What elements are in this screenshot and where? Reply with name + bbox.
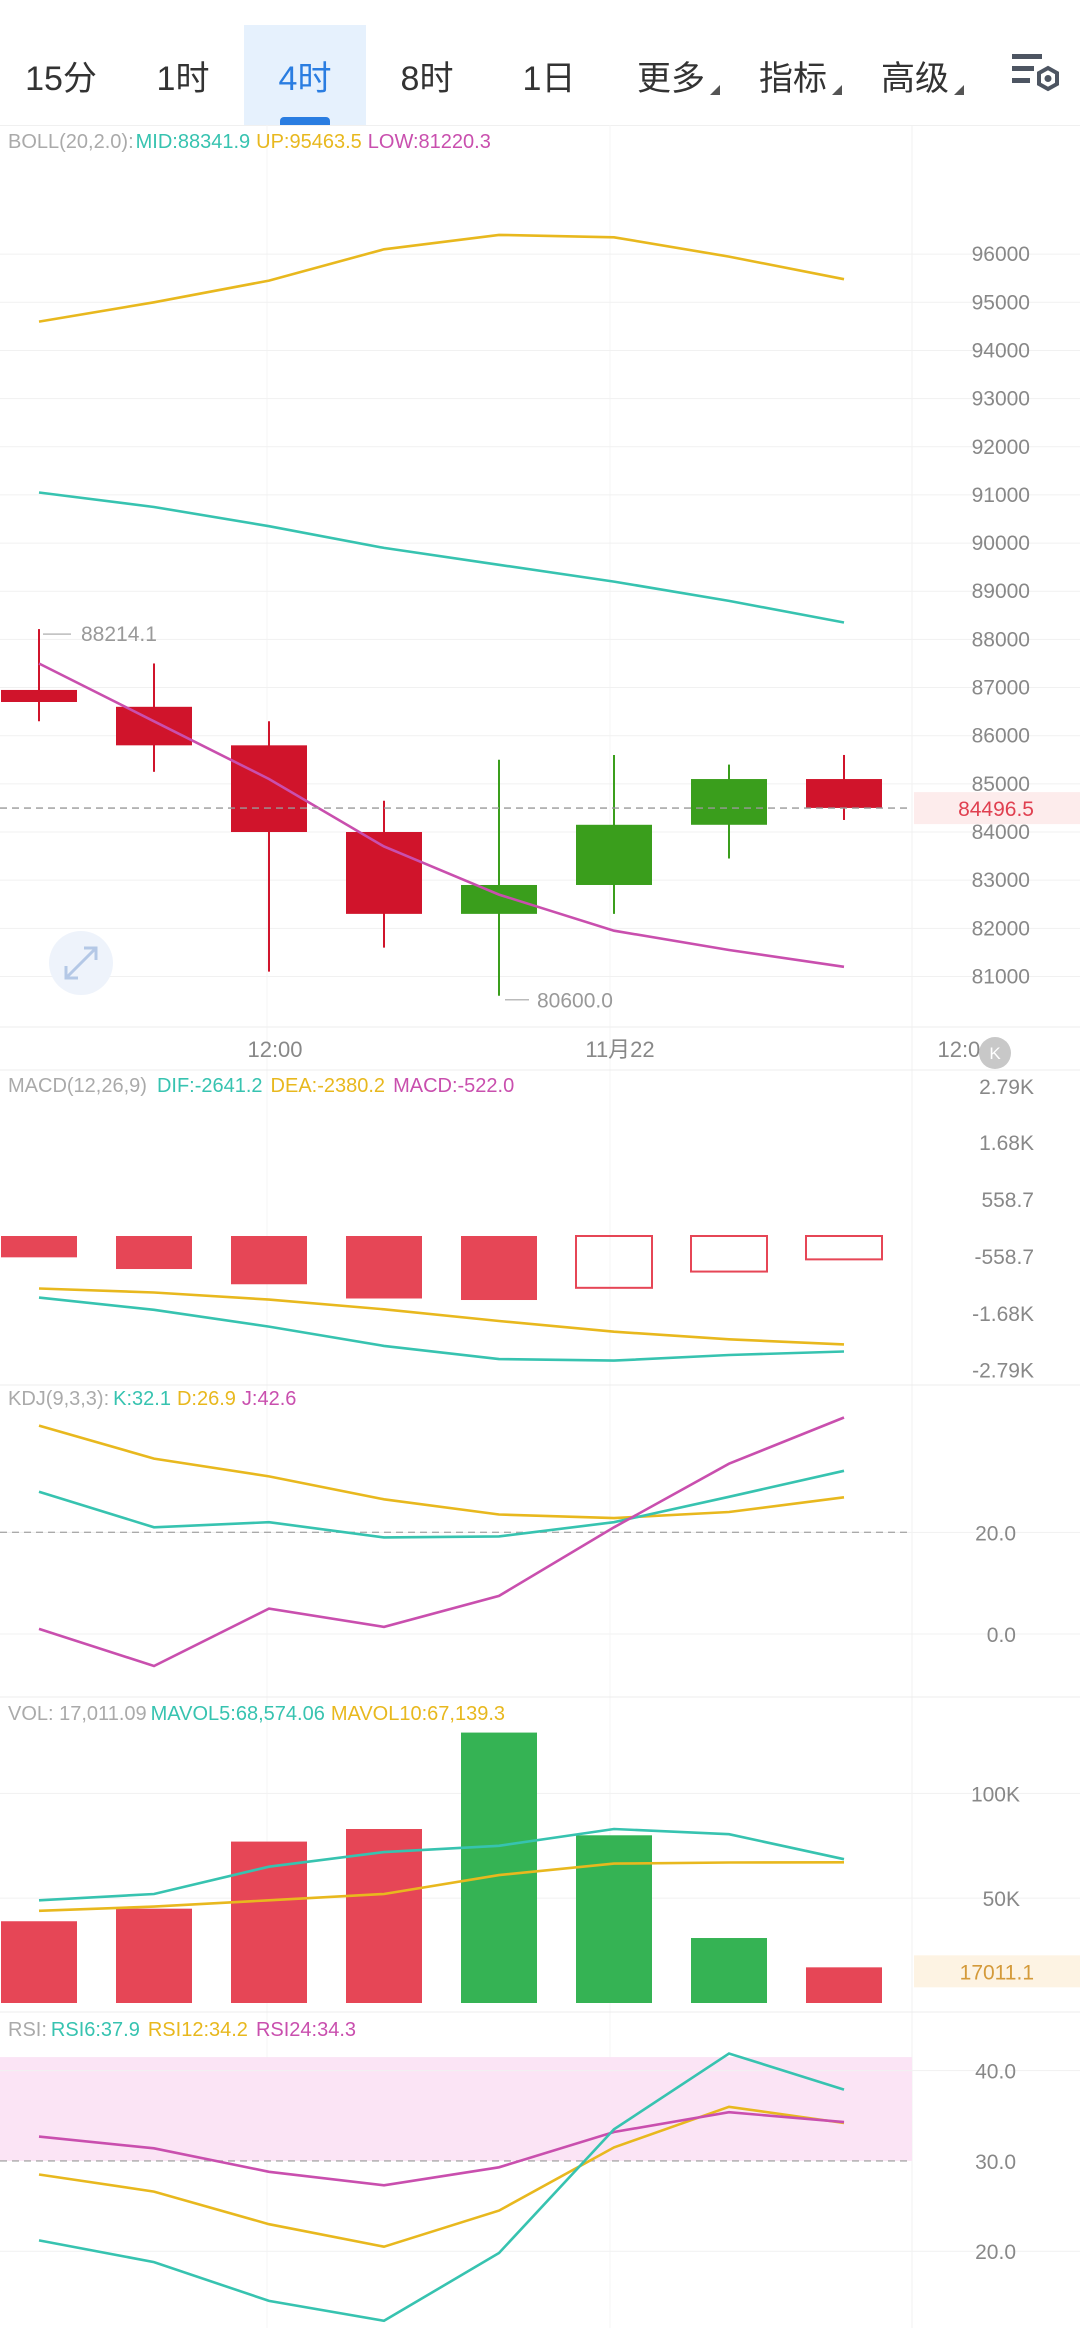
active-tab-indicator — [280, 117, 330, 125]
price-axis-tick: 84000 — [972, 821, 1030, 844]
price-axis-tick: 85000 — [972, 773, 1030, 796]
volume-bar — [576, 1835, 652, 2003]
corner-badge-label: K — [989, 1044, 1001, 1063]
panel-legend: RSI: RSI6:37.9 RSI12:34.2 RSI24:34.3 — [8, 2019, 356, 2041]
macd-axis-tick: -1.68K — [972, 1303, 1034, 1326]
price-axis-tick: 89000 — [972, 580, 1030, 603]
macd-histogram-bar — [1, 1236, 77, 1258]
price-axis-tick: 92000 — [972, 436, 1030, 459]
volume-bar — [346, 1829, 422, 2003]
timeframe-tabs: 15分 1时 4时 8时 1日 更多 指标 高级 — [0, 0, 1080, 126]
mavol10-line — [38, 1861, 845, 1913]
kdj-axis-tick: 0.0 — [987, 1624, 1016, 1647]
price-axis-tick: 94000 — [972, 339, 1030, 362]
macd-histogram-bar — [575, 1235, 653, 1289]
price-axis-tick: 87000 — [972, 677, 1030, 700]
price-axis-tick: 88000 — [972, 628, 1030, 651]
macd-histogram-bar — [805, 1235, 883, 1261]
kdj-j-line — [38, 1416, 845, 1668]
rsi-axis-tick: 40.0 — [975, 2061, 1016, 2084]
rsi24-line — [38, 2110, 845, 2187]
high-price-label: 88214.1 — [81, 623, 157, 646]
price-axis-tick: 91000 — [972, 484, 1030, 507]
time-axis-tick: 11月22 — [585, 1037, 654, 1062]
candle-body — [116, 706, 192, 746]
tab-1[interactable]: 1时 — [156, 59, 210, 98]
volume-bar — [691, 1938, 767, 2003]
panel-legend: BOLL(20,2.0): MID:88341.9 UP:95463.5 LOW:81… — [8, 131, 491, 153]
tab-2[interactable]: 4时 — [244, 25, 366, 125]
candle-body — [1, 689, 77, 702]
price-axis-tick: 93000 — [972, 388, 1030, 411]
dropdown-caret-icon — [954, 85, 964, 95]
macd-histogram-bar — [461, 1236, 537, 1301]
low-price-label: 80600.0 — [537, 990, 613, 1013]
boll-mid-line — [38, 491, 845, 624]
panel-legend: VOL: 17,011.09 MAVOL5:68,574.06 MAVOL10:67… — [8, 1703, 505, 1725]
expand-arrows — [64, 946, 98, 980]
price-axis-tick: 81000 — [972, 965, 1030, 988]
rsi-overbought-band — [0, 2057, 912, 2161]
tab-6[interactable]: 指标 — [732, 25, 854, 125]
macd-axis-tick: 558.7 — [981, 1189, 1034, 1212]
dif-line — [38, 1296, 845, 1362]
volume-bar — [461, 1732, 537, 2003]
rsi-axis-tick: 20.0 — [975, 2241, 1016, 2264]
rsi-axis-tick: 30.0 — [975, 2151, 1016, 2174]
last-price-label: 84496.5 — [958, 798, 1034, 821]
volume-bar — [806, 1967, 882, 2003]
price-axis-tick: 83000 — [972, 869, 1030, 892]
panel-legend: MACD(12,26,9) DIF:-2641.2 DEA:-2380.2 MACD:… — [8, 1075, 514, 1097]
panel-legend: KDJ(9,3,3): K:32.1 D:26.9 J:42.6 — [8, 1388, 296, 1410]
dea-line — [38, 1287, 845, 1346]
candle-body — [461, 884, 537, 914]
dropdown-caret-icon — [710, 85, 720, 95]
price-axis-tick: 82000 — [972, 917, 1030, 940]
volume-axis-tick: 50K — [983, 1888, 1020, 1911]
tab-0[interactable]: 15分 — [25, 59, 97, 98]
macd-histogram-bar — [231, 1236, 307, 1285]
price-axis-tick: 90000 — [972, 532, 1030, 555]
last-volume-tag — [914, 1955, 1080, 1988]
kdj-d-line — [38, 1424, 845, 1520]
volume-bar — [1, 1921, 77, 2003]
volume-bar — [116, 1908, 192, 2003]
tab-7[interactable]: 高级 — [854, 25, 976, 125]
tab-3[interactable]: 8时 — [400, 59, 454, 98]
kdj-axis-tick: 20.0 — [975, 1522, 1016, 1545]
expand-arrows-icon — [49, 931, 113, 995]
rsi6-line — [38, 2052, 845, 2323]
volume-axis-tick: 100K — [971, 1783, 1020, 1806]
candle-body — [346, 832, 422, 914]
kline-chart[interactable]: 96000 95000 94000 93000 92000 91000 90000 89000… — [0, 125, 1080, 2328]
boll-lower-line — [38, 662, 845, 969]
tab-5[interactable]: 更多 — [610, 25, 732, 125]
candle-body — [691, 779, 767, 825]
candle-body — [231, 745, 307, 833]
price-axis-tick: 86000 — [972, 725, 1030, 748]
macd-axis-tick: 2.79K — [979, 1076, 1034, 1099]
macd-axis-tick: 1.68K — [979, 1132, 1034, 1155]
macd-axis-tick: -558.7 — [974, 1246, 1034, 1269]
boll-upper-line — [38, 233, 845, 323]
rsi12-line — [38, 2105, 845, 2249]
macd-axis-tick: -2.79K — [972, 1359, 1034, 1382]
price-axis-tick: 95000 — [972, 291, 1030, 314]
price-axis-tick: 96000 — [972, 243, 1030, 266]
candle-body — [806, 779, 882, 808]
macd-histogram-bar — [346, 1236, 422, 1299]
time-axis-tick: 12:00 — [247, 1037, 302, 1062]
chart-settings-icon[interactable] — [1010, 48, 1062, 96]
kdj-k-line — [38, 1469, 845, 1539]
dropdown-caret-icon — [832, 85, 842, 95]
macd-histogram-bar — [690, 1235, 768, 1273]
tab-4[interactable]: 1日 — [522, 59, 576, 98]
mavol5-line — [38, 1827, 845, 1902]
macd-histogram-bar — [116, 1236, 192, 1270]
last-volume-label: 17011.1 — [960, 1961, 1034, 1984]
corner-badge — [979, 1037, 1011, 1069]
volume-bar — [231, 1841, 307, 2003]
last-price-tag — [914, 792, 1080, 825]
candle-body — [576, 824, 652, 885]
